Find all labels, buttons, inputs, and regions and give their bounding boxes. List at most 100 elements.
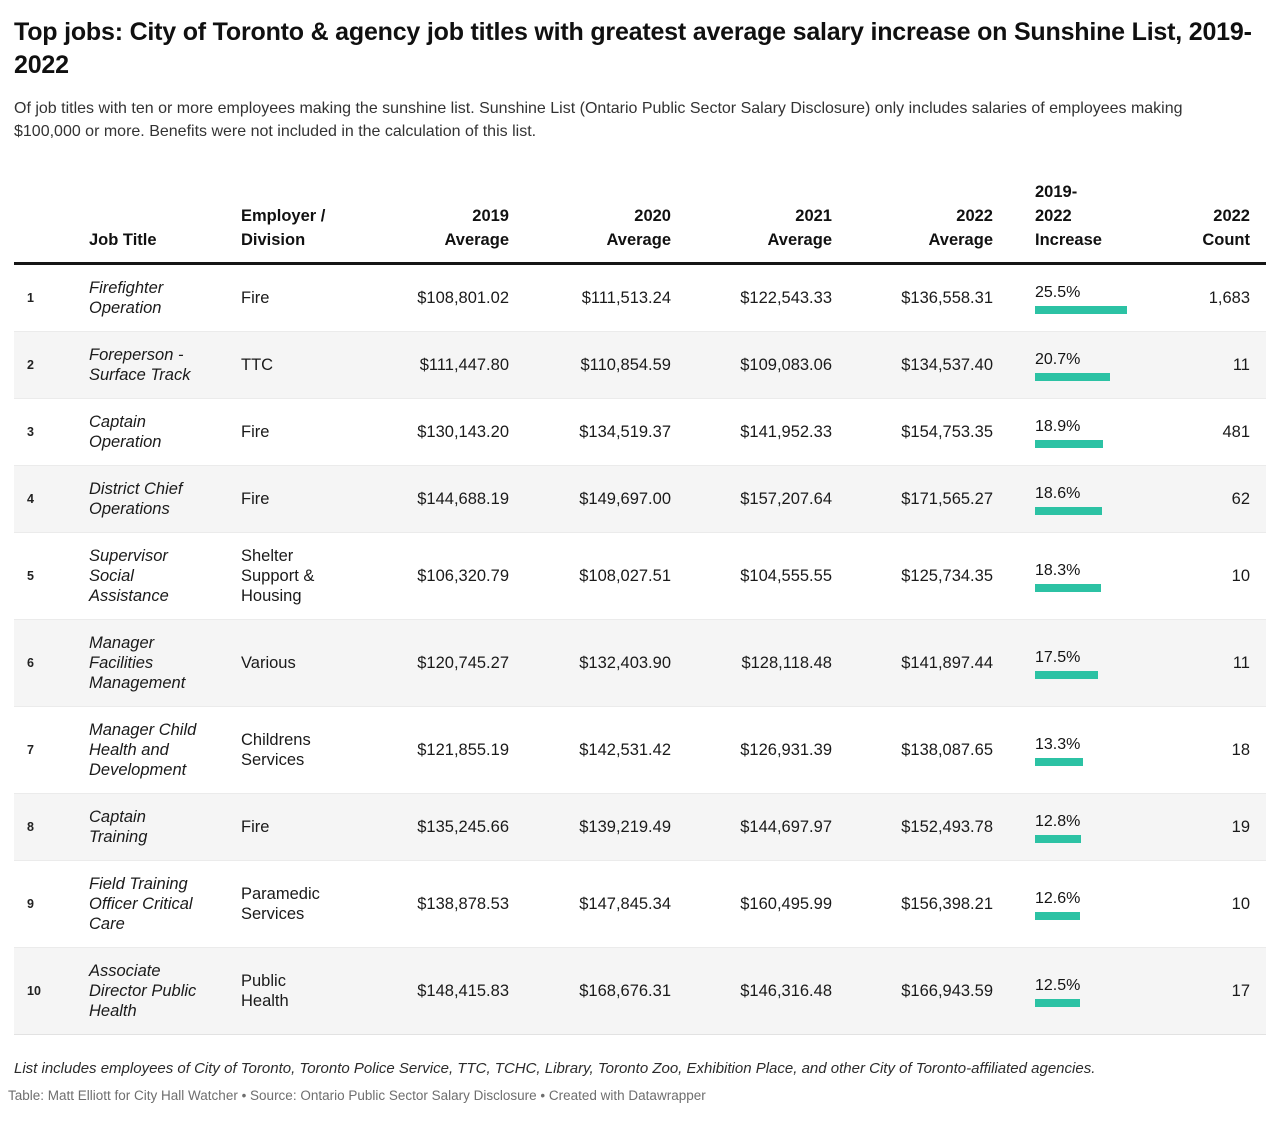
increase-bar xyxy=(1035,583,1101,592)
avg-2021-cell: $144,697.97 xyxy=(740,818,832,836)
table-body: 1 Firefighter Operation Fire $108,801.02 $11… xyxy=(14,264,1266,1035)
avg-2021-cell: $146,316.48 xyxy=(740,982,832,1000)
col-header-2020-average: 2020 Average xyxy=(519,170,681,265)
job-title-cell: Supervisor Social Assistance xyxy=(89,547,169,605)
employer-cell: Shelter Support & Housing xyxy=(241,547,315,605)
table-footnote: List includes employees of City of Toron… xyxy=(14,1060,1096,1077)
col-header-2022-average: 2022 Average xyxy=(842,170,1003,265)
avg-2019-cell: $148,415.83 xyxy=(417,982,509,1000)
count-cell: 481 xyxy=(1222,423,1250,441)
avg-2019-cell: $121,855.19 xyxy=(417,741,509,759)
employer-cell: Fire xyxy=(241,818,270,836)
avg-2021-cell: $157,207.64 xyxy=(740,490,832,508)
table-header: Job Title Employer / Division 2019 Avera… xyxy=(14,170,1266,265)
avg-2019-cell: $138,878.53 xyxy=(417,895,509,913)
job-title-cell: Manager Child Health and Development xyxy=(89,721,197,779)
row-rank: 2 xyxy=(27,358,34,372)
increase-cell: 18.9% xyxy=(1003,399,1151,466)
avg-2022-cell: $154,753.35 xyxy=(901,423,993,441)
avg-2020-cell: $132,403.90 xyxy=(579,654,671,672)
avg-2022-cell: $171,565.27 xyxy=(901,490,993,508)
avg-2019-cell: $144,688.19 xyxy=(417,490,509,508)
job-title-cell: District Chief Operations xyxy=(89,480,183,518)
avg-2022-cell: $134,537.40 xyxy=(901,356,993,374)
page-title: Top jobs: City of Toronto & agency job t… xyxy=(14,18,1252,79)
table-row: 10 Associate Director Public Health Public… xyxy=(14,947,1266,1035)
increase-value: 18.6% xyxy=(1035,484,1081,502)
job-title-cell: Firefighter Operation xyxy=(89,279,164,317)
row-rank: 10 xyxy=(27,984,41,998)
increase-value: 20.7% xyxy=(1035,350,1081,368)
job-title-cell: Captain Operation xyxy=(89,413,162,451)
avg-2021-cell: $126,931.39 xyxy=(740,741,832,759)
count-cell: 10 xyxy=(1231,895,1250,913)
table-row: 3 Captain Operation Fire $130,143.20 $134,51… xyxy=(14,398,1266,466)
avg-2020-cell: $168,676.31 xyxy=(579,982,671,1000)
job-title-cell: Captain Training xyxy=(89,808,148,846)
increase-bar xyxy=(1035,670,1098,679)
increase-cell: 20.7% xyxy=(1003,332,1151,399)
count-cell: 17 xyxy=(1231,982,1250,1000)
avg-2019-cell: $130,143.20 xyxy=(417,423,509,441)
table-row: 1 Firefighter Operation Fire $108,801.02 $11… xyxy=(14,264,1266,332)
col-header-2021-average: 2021 Average xyxy=(681,170,842,265)
increase-value: 25.5% xyxy=(1035,283,1081,301)
increase-cell: 12.8% xyxy=(1003,794,1151,861)
col-header-employer: Employer / Division xyxy=(241,170,359,265)
row-rank: 7 xyxy=(27,743,34,757)
count-cell: 18 xyxy=(1231,741,1250,759)
avg-2019-cell: $106,320.79 xyxy=(417,567,509,585)
increase-bar xyxy=(1035,439,1103,448)
row-rank: 5 xyxy=(27,569,34,583)
avg-2021-cell: $109,083.06 xyxy=(740,356,832,374)
avg-2022-cell: $138,087.65 xyxy=(901,741,993,759)
increase-bar xyxy=(1035,305,1127,314)
avg-2021-cell: $160,495.99 xyxy=(740,895,832,913)
increase-value: 12.5% xyxy=(1035,976,1081,994)
avg-2020-cell: $108,027.51 xyxy=(579,567,671,585)
col-header-2019-average: 2019 Average xyxy=(359,170,519,265)
avg-2019-cell: $120,745.27 xyxy=(417,654,509,672)
increase-bar xyxy=(1035,998,1080,1007)
increase-value: 18.3% xyxy=(1035,561,1081,579)
increase-bar xyxy=(1035,757,1083,766)
count-cell: 10 xyxy=(1231,567,1250,585)
job-title-cell: Field Training Officer Critical Care xyxy=(89,875,193,933)
increase-cell: 13.3% xyxy=(1003,707,1151,794)
increase-value: 12.8% xyxy=(1035,812,1081,830)
row-rank: 6 xyxy=(27,656,34,670)
table-row: 5 Supervisor Social Assistance Shelter Sup… xyxy=(14,532,1266,620)
avg-2021-cell: $128,118.48 xyxy=(741,654,832,672)
count-cell: 11 xyxy=(1232,654,1250,672)
avg-2022-cell: $156,398.21 xyxy=(901,895,993,913)
col-header-rank xyxy=(14,170,89,265)
table-row: 2 Foreperson - Surface Track TTC $111,447.8… xyxy=(14,331,1266,399)
increase-bar xyxy=(1035,506,1102,515)
col-header-increase: 2019- 2022 Increase xyxy=(1003,170,1151,265)
increase-cell: 12.5% xyxy=(1003,948,1151,1035)
increase-cell: 17.5% xyxy=(1003,620,1151,707)
row-rank: 8 xyxy=(27,820,34,834)
table-row: 9 Field Training Officer Critical Care Par… xyxy=(14,860,1266,948)
table-header-row: Job Title Employer / Division 2019 Avera… xyxy=(14,170,1266,265)
job-title-cell: Foreperson - Surface Track xyxy=(89,346,191,384)
increase-cell: 25.5% xyxy=(1003,264,1151,332)
avg-2022-cell: $125,734.35 xyxy=(901,567,993,585)
row-rank: 9 xyxy=(27,897,34,911)
job-title-cell: Associate Director Public Health xyxy=(89,962,197,1020)
table-credits: Table: Matt Elliott for City Hall Watche… xyxy=(8,1088,706,1103)
increase-bar xyxy=(1035,911,1080,920)
col-header-job-title: Job Title xyxy=(89,170,241,265)
table-row: 6 Manager Facilities Management Various $12… xyxy=(14,619,1266,707)
count-cell: 1,683 xyxy=(1208,289,1250,307)
employer-cell: Public Health xyxy=(241,972,289,1010)
count-cell: 62 xyxy=(1231,490,1250,508)
increase-bar xyxy=(1035,372,1110,381)
employer-cell: Paramedic Services xyxy=(241,885,320,923)
table-row: 8 Captain Training Fire $135,245.66 $139,219… xyxy=(14,793,1266,861)
avg-2020-cell: $147,845.34 xyxy=(579,895,671,913)
count-cell: 19 xyxy=(1231,818,1250,836)
avg-2021-cell: $122,543.33 xyxy=(740,289,832,307)
increase-value: 18.9% xyxy=(1035,417,1081,435)
